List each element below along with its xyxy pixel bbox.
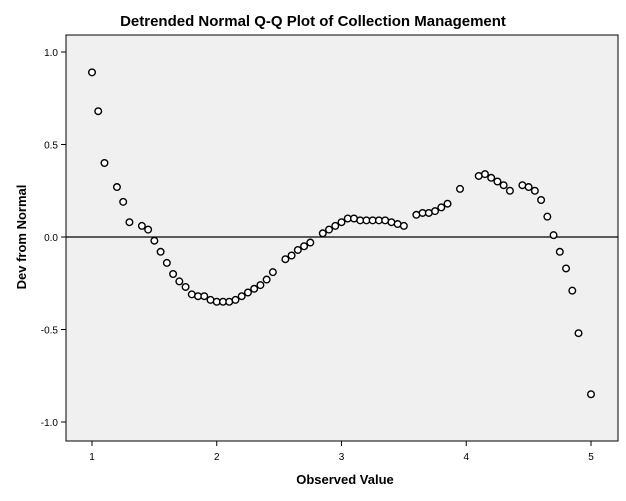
data-point [119, 197, 128, 206]
data-point [325, 225, 334, 234]
chart-title: Detrended Normal Q-Q Plot of Collection … [120, 13, 506, 30]
data-point [505, 186, 514, 195]
data-point [543, 212, 552, 221]
data-point [587, 390, 596, 399]
data-point [162, 258, 171, 267]
data-point [337, 218, 346, 227]
data-point [144, 225, 153, 234]
plot-background [65, 34, 619, 442]
x-tick-label: 5 [588, 452, 594, 463]
data-point [231, 295, 240, 304]
data-point [87, 68, 96, 77]
x-tick-label: 4 [463, 452, 469, 463]
data-point [318, 229, 327, 238]
x-axis-label: Observed Value [296, 472, 394, 487]
data-point [262, 275, 271, 284]
data-point [443, 199, 452, 208]
y-axis-label: Dev from Normal [14, 185, 29, 290]
data-point [568, 286, 577, 295]
data-point [480, 170, 489, 179]
data-point [493, 177, 502, 186]
data-point [175, 277, 184, 286]
data-point [287, 251, 296, 260]
data-point [524, 183, 533, 192]
data-point [150, 236, 159, 245]
x-tick-label: 2 [214, 452, 220, 463]
data-point [268, 268, 277, 277]
data-point [250, 284, 259, 293]
y-tick-label: 1.0 [44, 48, 58, 59]
data-point [574, 329, 583, 338]
data-point [137, 221, 146, 230]
data-point [530, 186, 539, 195]
x-tick-label: 1 [89, 452, 95, 463]
y-tick-label: 0.0 [44, 233, 58, 244]
data-point [100, 158, 109, 167]
y-tick-label: -0.5 [41, 326, 59, 337]
data-point [300, 242, 309, 251]
data-point [537, 195, 546, 204]
data-point [243, 288, 252, 297]
data-point [499, 181, 508, 190]
data-point [94, 107, 103, 116]
data-point [456, 184, 465, 193]
plot-area: 1.0 0.5 0.0 -0.5 -1.0 1 2 3 4 5 [41, 34, 619, 463]
data-point [487, 173, 496, 182]
x-tick-label: 3 [339, 452, 345, 463]
data-point [331, 221, 340, 230]
data-point [431, 207, 440, 216]
data-point [293, 245, 302, 254]
data-point [555, 247, 564, 256]
y-tick-label: 0.5 [44, 141, 58, 152]
data-point [181, 282, 190, 291]
data-point [281, 255, 290, 264]
data-point [125, 218, 134, 227]
data-point [562, 264, 571, 273]
data-point [549, 231, 558, 240]
y-tick-label: -1.0 [41, 418, 59, 429]
data-point [306, 238, 315, 247]
data-point [156, 247, 165, 256]
data-point [169, 270, 178, 279]
data-point [237, 292, 246, 301]
data-point [399, 221, 408, 230]
data-point [256, 281, 265, 290]
data-point [112, 183, 121, 192]
data-point [200, 292, 209, 301]
data-point [437, 203, 446, 212]
